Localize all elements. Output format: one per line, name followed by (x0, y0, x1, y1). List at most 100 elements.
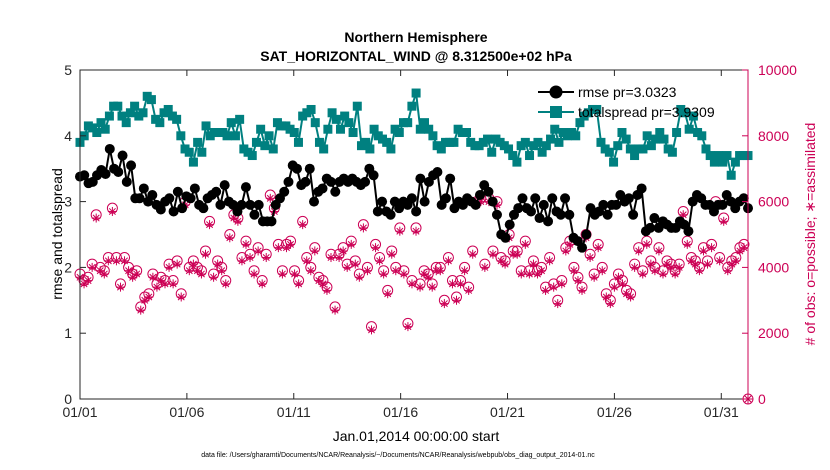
assimilated-obs-point (557, 279, 567, 289)
assimilated-obs-point (690, 259, 700, 269)
assimilated-obs-point (111, 256, 121, 266)
assimilated-obs-point (273, 243, 283, 253)
totalspread-point (88, 123, 98, 133)
rmse-point (683, 226, 694, 237)
rmse-point (304, 163, 315, 174)
totalspread-point (550, 124, 560, 134)
assimilated-obs-point (650, 266, 660, 276)
totalspread-point (386, 144, 396, 154)
series-layer (74, 88, 754, 405)
assimilated-obs-point (439, 299, 449, 309)
y-tick-label-right: 0 (758, 391, 766, 407)
totalspread-point (449, 137, 459, 147)
totalspread-point (100, 124, 110, 134)
totalspread-point (121, 118, 131, 128)
totalspread-point (230, 131, 240, 141)
assimilated-obs-point (488, 249, 498, 259)
totalspread-point (571, 131, 581, 141)
assimilated-obs-point (694, 266, 704, 276)
totalspread-point (730, 157, 740, 167)
totalspread-point (651, 134, 661, 144)
assimilated-obs-point (318, 279, 328, 289)
totalspread-point (709, 157, 719, 167)
assimilated-obs-point (233, 216, 243, 226)
assimilated-obs-point (698, 246, 708, 256)
legend-totalspread-marker (550, 106, 562, 118)
totalspread-point (251, 137, 261, 147)
assimilated-obs-point (480, 262, 490, 272)
assimilated-obs-point (383, 289, 393, 299)
y-tick-label-left: 5 (64, 62, 72, 78)
assimilated-obs-point (249, 269, 259, 279)
totalspread-point (546, 134, 556, 144)
rmse-point (406, 193, 417, 204)
rmse-point (317, 183, 328, 194)
totalspread-point (420, 118, 430, 128)
totalspread-point (705, 151, 715, 161)
assimilated-obs-point (703, 259, 713, 269)
assimilated-obs-point (613, 272, 623, 282)
rmse-point (372, 206, 383, 217)
assimilated-obs-point (601, 292, 611, 302)
rmse-point (253, 199, 264, 210)
rmse-point (104, 143, 115, 154)
assimilated-obs-point (330, 305, 340, 315)
totalspread-point (104, 111, 114, 121)
x-tick-label: 01/21 (490, 404, 525, 420)
x-tick-label: 01/26 (597, 404, 632, 420)
totalspread-point (672, 128, 682, 138)
assimilated-obs-point (395, 226, 405, 236)
totalspread-point (138, 108, 148, 118)
assimilated-obs-point (561, 246, 571, 256)
assimilated-obs-point (83, 276, 93, 286)
legend-rmse-label: rmse pr=3.0323 (578, 84, 677, 100)
assimilated-obs-point (379, 269, 389, 279)
totalspread-point (247, 151, 257, 161)
assimilated-obs-point (294, 279, 304, 289)
totalspread-point (226, 118, 236, 128)
rmse-point (360, 176, 371, 187)
y-tick-label-right: 10000 (758, 62, 797, 78)
assimilated-obs-point (435, 266, 445, 276)
totalspread-point (609, 157, 619, 167)
y-tick-label-left: 1 (64, 325, 72, 341)
assimilated-obs-point (160, 279, 170, 289)
x-axis-label: Jan.01,2014 00:00:00 start (333, 428, 500, 444)
rmse-point (185, 193, 196, 204)
totalspread-point (537, 147, 547, 157)
x-tick-label: 01/11 (277, 404, 311, 420)
assimilated-obs-point (423, 272, 433, 282)
totalspread-point (613, 141, 623, 151)
assimilated-obs-point (196, 269, 206, 279)
assimilated-obs-point (674, 262, 684, 272)
assimilated-obs-point (334, 253, 344, 263)
rmse-point (291, 163, 302, 174)
totalspread-point (504, 144, 514, 154)
x-tick-label: 01/31 (704, 404, 739, 420)
rmse-point (100, 168, 111, 179)
rmse-point (645, 222, 656, 233)
y-tick-label-right: 2000 (758, 325, 789, 341)
assimilated-obs-point (545, 256, 555, 266)
assimilated-obs-point (237, 256, 247, 266)
y-tick-label-left: 4 (64, 128, 72, 144)
totalspread-point (130, 101, 140, 111)
assimilated-obs-point (338, 246, 348, 256)
totalspread-point (327, 108, 337, 118)
totalspread-point (394, 128, 404, 138)
totalspread-point (235, 114, 245, 124)
totalspread-point (117, 111, 127, 121)
totalspread-point (621, 134, 631, 144)
totalspread-point (319, 144, 329, 154)
assimilated-obs-point (456, 279, 466, 289)
assimilated-obs-point (277, 269, 287, 279)
assimilated-obs-point (447, 279, 457, 289)
assimilated-obs-point (654, 246, 664, 256)
assimilated-obs-point (201, 249, 211, 259)
totalspread-point (688, 111, 698, 121)
assimilated-obs-point (658, 269, 668, 279)
totalspread-point (714, 151, 724, 161)
totalspread-point (403, 118, 413, 128)
totalspread-point (411, 88, 421, 98)
assimilated-obs-point (225, 233, 235, 243)
